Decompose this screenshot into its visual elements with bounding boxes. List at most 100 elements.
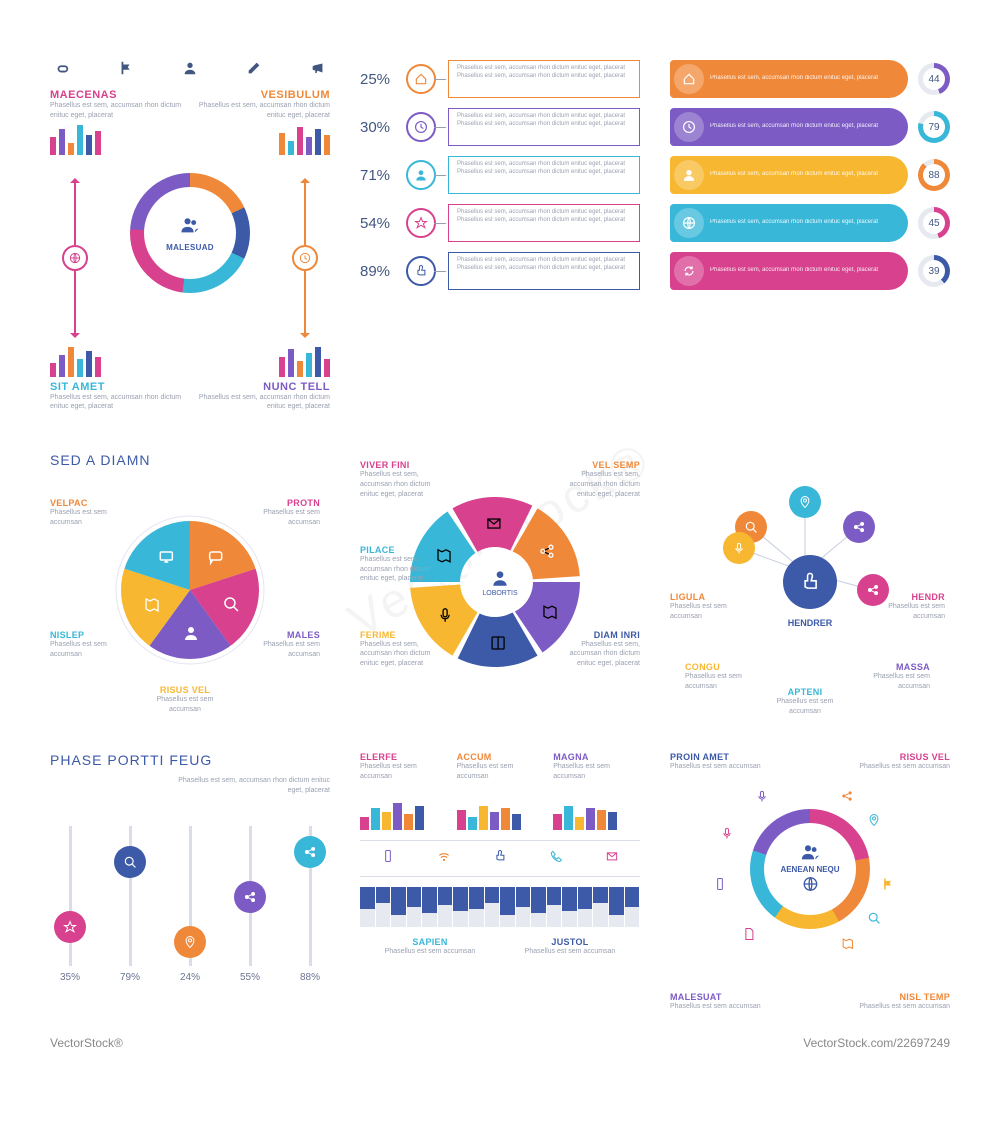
user-icon [674, 160, 704, 190]
mini-bars [196, 347, 330, 377]
panel-a: MAECENAS Phasellus est sem, accumsan rho… [50, 60, 330, 412]
group-body: Phasellus est sem, accumsan rhon dictum … [50, 101, 184, 121]
banner-bar: Phasellus est sem, accumsan rhon dictum … [670, 108, 908, 146]
watermark-footer: VectorStock® VectorStock.com/22697249 [0, 1036, 1000, 1050]
pct-text: Phasellus est sem, accumsan rhon dictum … [448, 204, 640, 242]
slider[interactable]: 79% [110, 826, 150, 986]
slider-value: 55% [240, 972, 260, 983]
banner-bar: Phasellus est sem, accumsan rhon dictum … [670, 252, 908, 290]
banner-row: Phasellus est sem, accumsan rhon dictum … [670, 204, 950, 242]
panel-b: 25% Phasellus est sem, accumsan rhon dic… [360, 60, 640, 412]
pct-row: 25% Phasellus est sem, accumsan rhon dic… [360, 60, 640, 98]
donut-ring: MALESUAD [130, 173, 250, 293]
group-label: SIT AMET [50, 381, 184, 393]
mini-donut-value: 79 [928, 122, 939, 133]
group-label: ELERFE [360, 752, 447, 762]
panel-d: SED A DIAMN VELPAC Phasellus est sem acc… [50, 452, 330, 712]
bottom-labels: MALESUATPhasellus est sem accumsanNISL T… [670, 992, 950, 1012]
top-labels: PROIN AMETPhasellus est sem accumsanRISU… [670, 752, 950, 772]
center-node [783, 555, 837, 609]
share-icon [234, 881, 266, 913]
segment-label: RISUS VEL Phasellus est sem accumsan [150, 685, 220, 715]
thumb-icon [493, 849, 507, 868]
panel-c: Phasellus est sem, accumsan rhon dictum … [670, 60, 950, 412]
group-label: MAECENAS [50, 89, 184, 101]
panel-h: ELERFE Phasellus est sem accumsan ACCUM … [360, 752, 640, 1012]
sat-label: LIGULA Phasellus est sem accumsan [670, 592, 740, 622]
segment-label: PROTN Phasellus est sem accumsan [250, 498, 320, 528]
flag-icon [118, 60, 134, 81]
home-icon [674, 64, 704, 94]
mini-bars [50, 347, 184, 377]
banner-row: Phasellus est sem, accumsan rhon dictum … [670, 60, 950, 98]
thumb-icon [406, 256, 436, 286]
banner-row: Phasellus est sem, accumsan rhon dictum … [670, 156, 950, 194]
group-body: Phasellus est sem, accumsan rhon dictum … [196, 393, 330, 413]
globe-icon [674, 208, 704, 238]
bottom-label: JUSTOLPhasellus est sem accumsan [525, 937, 616, 957]
bar-group: ACCUM Phasellus est sem accumsan [457, 752, 544, 830]
mini-donut-value: 44 [928, 74, 939, 85]
banner-bar: Phasellus est sem, accumsan rhon dictum … [670, 60, 908, 98]
slider-value: 88% [300, 972, 320, 983]
pin-icon [789, 486, 821, 518]
panel-g: PHASE PORTTI FEUG Phasellus est sem, acc… [50, 752, 330, 1012]
pin-icon [867, 813, 881, 827]
slider[interactable]: 24% [170, 826, 210, 986]
mini-bars [196, 125, 330, 155]
user-icon [406, 160, 436, 190]
mic-icon [720, 826, 734, 840]
pin-icon [174, 926, 206, 958]
center-label: HENDRER [788, 618, 833, 628]
watermark-brand: VectorStock® [50, 1036, 123, 1050]
sat-label: HENDR Phasellus est sem accumsan [875, 592, 945, 622]
group-body: Phasellus est sem, accumsan rhon dictum … [196, 101, 330, 121]
clock-icon [406, 112, 436, 142]
sat-label: MASSA Phasellus est sem accumsan [860, 662, 930, 692]
slider[interactable]: 35% [50, 826, 90, 986]
wifi-icon [437, 849, 451, 868]
group-label: MAGNA [553, 752, 640, 762]
slider[interactable]: 55% [230, 826, 270, 986]
pct-value: 30% [360, 119, 406, 136]
sat-label: CONGU Phasellus est sem accumsan [685, 662, 755, 692]
mini-donut-value: 39 [928, 266, 939, 277]
banner-text: Phasellus est sem, accumsan rhon dictum … [710, 123, 908, 131]
segment-label: MALES Phasellus est sem accumsan [250, 630, 320, 660]
mini-donut: 45 [918, 207, 950, 239]
pct-value: 25% [360, 71, 406, 88]
icon-strip [360, 840, 640, 877]
clock-icon [674, 112, 704, 142]
pct-row: 30% Phasellus est sem, accumsan rhon dic… [360, 108, 640, 146]
slider[interactable]: 88% [290, 826, 330, 986]
pct-text: Phasellus est sem, accumsan rhon dictum … [448, 60, 640, 98]
banner-text: Phasellus est sem, accumsan rhon dictum … [710, 75, 908, 83]
bar-group: ELERFE Phasellus est sem accumsan [360, 752, 447, 830]
petal-label: DIAM INRI Phasellus est sem, accumsan rh… [560, 630, 640, 705]
clock-icon [292, 245, 318, 271]
center-label: AENEAN NEQU [780, 865, 839, 874]
mini-donut: 79 [918, 111, 950, 143]
arrow-right [290, 173, 320, 343]
panel-desc: Phasellus est sem, accumsan rhon dictum … [162, 776, 330, 796]
banner-row: Phasellus est sem, accumsan rhon dictum … [670, 252, 950, 290]
panel-title: PHASE PORTTI FEUG [50, 752, 330, 768]
doc-icon [742, 927, 756, 941]
pencil-icon [246, 60, 262, 81]
bar-group: MAGNA Phasellus est sem accumsan [553, 752, 640, 830]
group-label: NUNC TELL [196, 381, 330, 393]
star-icon [406, 208, 436, 238]
bottom-label: SAPIENPhasellus est sem accumsan [385, 937, 476, 957]
pct-text: Phasellus est sem, accumsan rhon dictum … [448, 252, 640, 290]
petal-label: FERIME Phasellus est sem, accumsan rhon … [360, 630, 440, 705]
mail-icon [605, 849, 619, 868]
refresh-icon [674, 256, 704, 286]
phone-icon [713, 877, 727, 891]
slider-value: 35% [60, 972, 80, 983]
panel-e: LOBORTIS VIVER FINI Phasellus est sem, a… [360, 452, 640, 712]
watermark-id: VectorStock.com/22697249 [803, 1036, 950, 1050]
mini-bars [50, 125, 184, 155]
pct-row: 54% Phasellus est sem, accumsan rhon dic… [360, 204, 640, 242]
link-icon [54, 60, 70, 81]
petal-label: VEL SEMP Phasellus est sem, accumsan rho… [560, 460, 640, 535]
